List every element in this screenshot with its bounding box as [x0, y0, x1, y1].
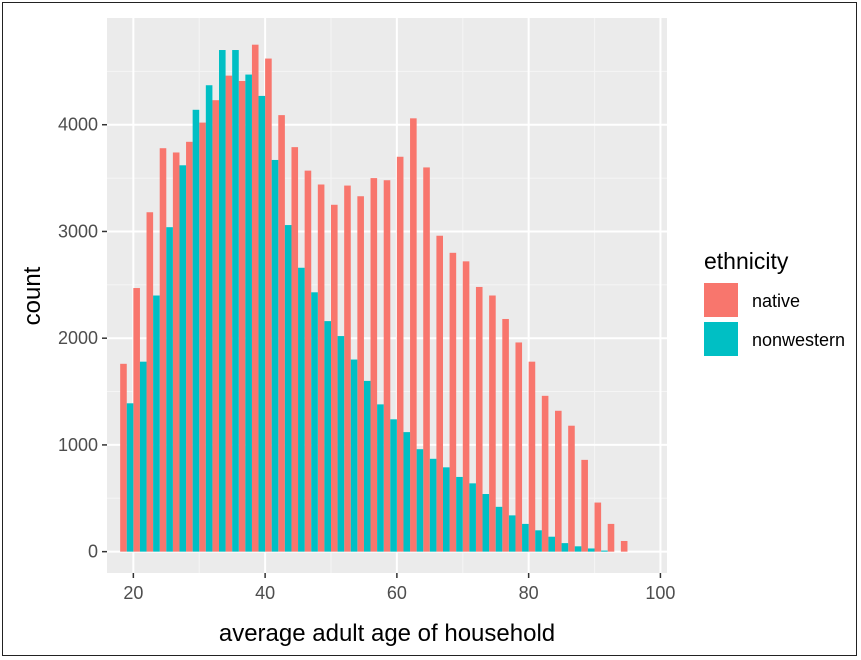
bar-nonwestern: [482, 494, 490, 552]
legend-swatch-nonwestern: [704, 322, 738, 356]
y-axis-label: count: [19, 266, 46, 325]
bar-native: [515, 342, 523, 552]
bar-native: [120, 363, 127, 552]
bar-nonwestern: [561, 543, 569, 552]
bar-native: [357, 196, 364, 552]
bar-nonwestern: [587, 548, 595, 552]
legend-title: ethnicity: [704, 248, 789, 274]
bar-nonwestern: [456, 476, 463, 552]
bar-native: [607, 523, 615, 552]
bar-native: [489, 295, 496, 552]
bar-nonwestern: [219, 50, 226, 552]
bar-native: [396, 156, 404, 552]
y-tick-label: 2000: [58, 328, 98, 348]
bar-nonwestern: [139, 361, 147, 552]
bar-nonwestern: [258, 95, 266, 552]
bar-nonwestern: [495, 506, 503, 552]
bar-native: [528, 361, 536, 552]
bar-native: [212, 100, 219, 552]
bar-nonwestern: [311, 292, 318, 552]
bar-nonwestern: [574, 546, 582, 552]
bar-nonwestern: [377, 404, 384, 552]
bar-native: [159, 148, 167, 552]
bar-nonwestern: [192, 109, 200, 552]
y-tick-label: 3000: [58, 221, 98, 241]
bar-native: [331, 204, 338, 552]
bar-nonwestern: [535, 530, 542, 552]
y-tick-label: 0: [88, 542, 98, 562]
bar-nonwestern: [284, 225, 292, 552]
bar-nonwestern: [601, 550, 608, 552]
bar-native: [383, 180, 391, 552]
legend: ethnicity native nonwestern: [704, 248, 845, 356]
x-tick-label: 40: [255, 583, 275, 603]
bar-native: [278, 115, 285, 552]
bar-nonwestern: [390, 419, 397, 552]
bar-native: [541, 395, 549, 552]
bar-nonwestern: [508, 515, 516, 552]
bar-nonwestern: [469, 483, 476, 552]
bar-native: [502, 318, 509, 552]
bar-native: [449, 252, 457, 552]
bar-native: [146, 212, 154, 552]
bar-native: [344, 185, 351, 552]
bar-nonwestern: [429, 458, 437, 552]
y-axis-ticks: 0 1000 2000 3000 4000: [58, 115, 107, 562]
bar-nonwestern: [126, 403, 134, 552]
legend-label-nonwestern: nonwestern: [752, 330, 845, 350]
bar-nonwestern: [416, 449, 424, 552]
bar-native: [238, 80, 246, 552]
bar-nonwestern: [271, 159, 279, 552]
bar-native: [436, 235, 443, 552]
x-tick-label: 60: [387, 583, 407, 603]
bar-native: [186, 141, 193, 552]
bar-native: [133, 288, 140, 552]
bar-native: [568, 425, 575, 552]
bars: [120, 44, 628, 552]
y-tick-label: 1000: [58, 435, 98, 455]
x-axis-ticks: 20 40 60 80 100: [123, 573, 675, 603]
bar-nonwestern: [337, 336, 345, 552]
bar-nonwestern: [166, 227, 173, 552]
bar-native: [317, 184, 325, 552]
bar-native: [225, 75, 233, 552]
bar-nonwestern: [403, 432, 411, 552]
bar-nonwestern: [298, 267, 305, 552]
bar-native: [172, 152, 180, 552]
bar-native: [265, 58, 272, 552]
y-tick-label: 4000: [58, 115, 98, 135]
bar-native: [410, 118, 417, 552]
x-tick-label: 20: [123, 583, 143, 603]
bar-nonwestern: [205, 85, 213, 552]
bar-nonwestern: [179, 165, 187, 552]
bar-nonwestern: [522, 523, 529, 552]
bar-native: [423, 167, 430, 552]
bar-native: [475, 286, 483, 552]
bar-nonwestern: [363, 380, 371, 552]
bar-nonwestern: [245, 74, 252, 552]
bar-native: [251, 44, 259, 552]
x-axis-label: average adult age of household: [219, 620, 555, 647]
bar-native: [594, 502, 602, 552]
bar-native: [199, 122, 206, 552]
x-tick-label: 80: [519, 583, 539, 603]
legend-label-native: native: [752, 291, 800, 311]
bar-nonwestern: [548, 536, 555, 552]
bar-native: [581, 459, 588, 552]
bar-nonwestern: [232, 50, 239, 552]
bar-native: [291, 147, 299, 552]
bar-nonwestern: [443, 467, 450, 552]
bar-nonwestern: [350, 359, 358, 552]
bar-native: [304, 170, 312, 552]
bar-nonwestern: [324, 321, 331, 552]
bar-native: [370, 178, 378, 552]
bar-native: [462, 261, 470, 552]
bar-native: [620, 540, 628, 552]
bar-native: [555, 410, 562, 552]
legend-swatch-native: [704, 283, 738, 317]
bar-nonwestern: [153, 295, 160, 552]
x-tick-label: 100: [645, 583, 675, 603]
